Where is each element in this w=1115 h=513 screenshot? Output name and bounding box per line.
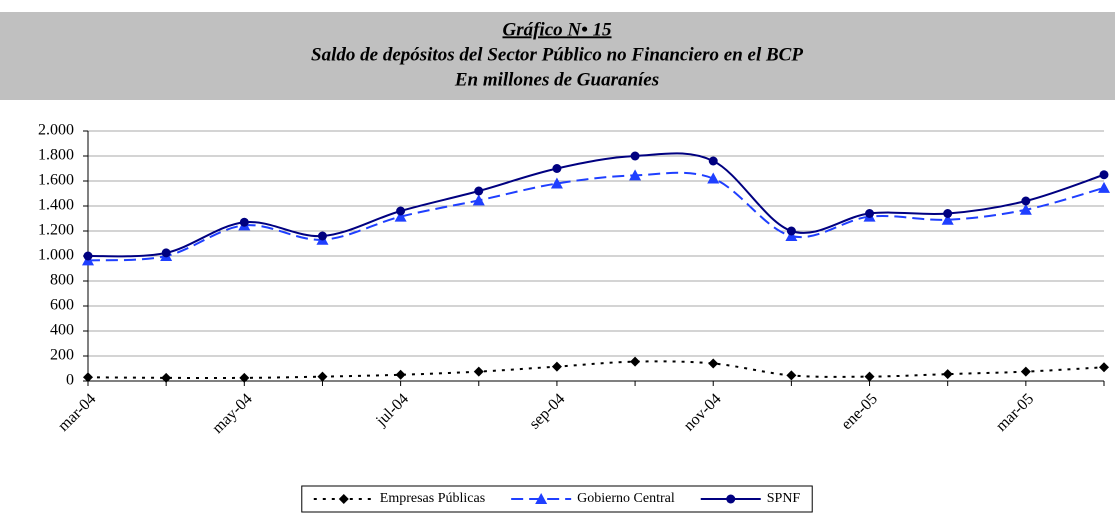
x-tick-label: ene-05 xyxy=(838,390,881,433)
marker xyxy=(551,361,562,372)
marker xyxy=(1020,366,1031,377)
legend-label: SPNF xyxy=(767,491,801,506)
x-tick-label: nov-04 xyxy=(681,390,725,434)
marker xyxy=(83,251,93,261)
y-tick-label: 400 xyxy=(50,322,74,339)
marker xyxy=(941,213,954,225)
marker xyxy=(786,226,796,236)
y-tick-label: 1.600 xyxy=(38,172,74,189)
title-banner xyxy=(0,12,1115,100)
marker xyxy=(629,169,642,181)
marker xyxy=(161,248,171,258)
y-tick-label: 800 xyxy=(50,272,74,289)
chart-subtitle: En millones de Guaraníes xyxy=(454,69,659,90)
marker xyxy=(550,177,563,189)
marker xyxy=(161,372,172,383)
marker xyxy=(338,494,349,504)
marker xyxy=(786,370,797,381)
marker xyxy=(1099,362,1109,373)
chart-subtitle: Saldo de depósitos del Sector Público no… xyxy=(311,44,803,65)
x-tick-label: mar-04 xyxy=(55,390,99,434)
marker xyxy=(707,172,720,184)
y-tick-label: 1.000 xyxy=(38,247,74,264)
marker xyxy=(394,210,407,222)
marker xyxy=(726,494,736,504)
y-tick-label: 200 xyxy=(50,347,74,364)
marker xyxy=(474,186,484,196)
x-tick-label: may-04 xyxy=(209,390,256,437)
x-tick-label: jul-04 xyxy=(372,390,412,430)
marker xyxy=(1098,181,1110,193)
chart-title: Gráfico N• 15 xyxy=(502,19,612,40)
marker xyxy=(317,231,327,241)
marker xyxy=(943,209,953,218)
legend-label: Gobierno Central xyxy=(577,491,675,506)
y-tick-label: 1.400 xyxy=(38,197,74,214)
marker xyxy=(395,369,406,380)
y-tick-label: 1.200 xyxy=(38,222,74,239)
legend: Empresas Públicas Gobierno Central SPNF xyxy=(301,485,813,513)
marker xyxy=(708,156,718,166)
marker xyxy=(472,194,485,206)
marker xyxy=(317,371,328,382)
x-tick-label: mar-05 xyxy=(993,390,1037,434)
marker xyxy=(630,356,641,367)
series-line xyxy=(87,152,1105,258)
marker xyxy=(865,209,875,218)
marker xyxy=(864,371,875,382)
marker xyxy=(239,217,249,227)
series-line xyxy=(87,171,1105,262)
marker xyxy=(630,151,640,161)
marker xyxy=(552,164,562,173)
marker xyxy=(473,366,484,377)
marker xyxy=(535,493,548,504)
marker xyxy=(708,358,719,369)
x-tick-label: sep-04 xyxy=(526,390,568,432)
marker xyxy=(1021,196,1031,206)
marker xyxy=(1019,203,1032,215)
y-tick-label: 2.000 xyxy=(38,122,74,139)
marker xyxy=(239,372,250,383)
y-tick-label: 600 xyxy=(50,297,74,314)
marker xyxy=(942,369,953,380)
marker xyxy=(396,206,406,216)
marker xyxy=(1099,170,1109,180)
y-tick-label: 0 xyxy=(66,372,74,389)
series-line xyxy=(87,360,1105,379)
legend-label: Empresas Públicas xyxy=(380,491,485,506)
y-tick-label: 1.800 xyxy=(38,147,74,164)
marker xyxy=(83,372,93,383)
